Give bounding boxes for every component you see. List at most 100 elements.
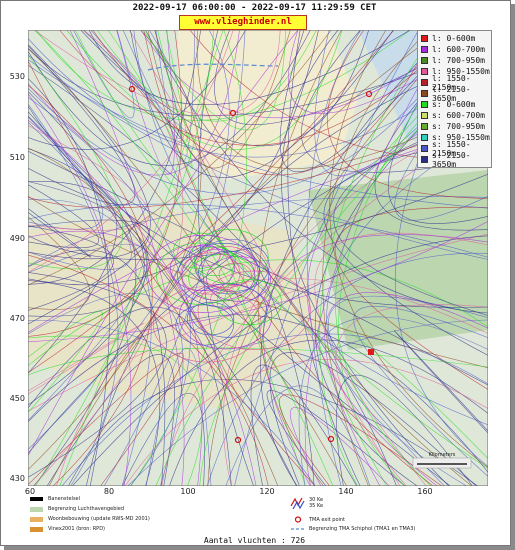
legend-item: l: 1550-2150m: [421, 74, 491, 92]
position-marker: [368, 349, 374, 355]
flight-track: [324, 292, 488, 486]
legend-swatch: [421, 46, 428, 53]
flight-track: [103, 30, 246, 486]
flight-track: [142, 30, 286, 131]
flight-track: [80, 30, 369, 147]
holding-pattern-track: [210, 289, 239, 310]
flight-track: [289, 407, 390, 486]
legend-swatch: [421, 156, 428, 163]
tma-exit-icon: [294, 516, 302, 523]
flight-track: [28, 105, 488, 308]
flight-track: [323, 140, 488, 356]
flight-track: [196, 30, 488, 169]
legend-swatch: [421, 101, 428, 108]
flight-track: [301, 30, 488, 173]
holding-pattern-track: [198, 250, 261, 295]
flight-track: [206, 253, 488, 486]
flight-track: [335, 206, 488, 390]
flight-track: [28, 181, 118, 374]
altitude-legend: l: 0-600m l: 600-700m l: 700-950m l: 950…: [417, 30, 492, 169]
holding-pattern-track: [152, 286, 262, 363]
tma-exit-point: [365, 90, 373, 98]
flight-track: [28, 44, 488, 117]
flight-track: [28, 121, 132, 270]
flight-track: [28, 120, 488, 209]
flight-track: [75, 30, 488, 469]
holding-pattern-track: [170, 245, 235, 291]
flight-track: [92, 30, 436, 176]
flight-track: [28, 233, 488, 412]
flight-track: [28, 230, 203, 486]
x-tick-label: 100: [180, 487, 196, 496]
flight-track: [322, 30, 429, 486]
key-noise-contour: 30 Ke 35 Ke: [290, 496, 323, 510]
flight-track: [28, 148, 137, 486]
holding-pattern-track: [206, 256, 271, 302]
legend-swatch: [421, 145, 428, 152]
flight-track: [28, 60, 316, 486]
flight-track: [88, 30, 411, 105]
legend-item: s: 700-950m: [421, 121, 491, 132]
legend-swatch: [421, 79, 428, 86]
flight-track: [333, 113, 488, 316]
flight-track: [28, 335, 203, 486]
flight-track: [35, 30, 214, 486]
legend-item: l: 0-600m: [421, 33, 491, 44]
flight-track: [28, 64, 397, 486]
flight-track: [28, 311, 103, 413]
flight-track: [28, 48, 347, 486]
y-tick-label: 490: [9, 234, 25, 243]
holding-pattern-track: [181, 249, 255, 301]
flight-track: [28, 147, 279, 486]
flight-track: [96, 30, 317, 122]
flight-count: Aantal vluchten : 726: [203, 536, 306, 545]
flight-track: [28, 272, 167, 478]
legend-item: l: 600-700m: [421, 44, 491, 55]
flight-track: [28, 91, 145, 317]
flight-track: [34, 30, 334, 486]
flight-track: [28, 119, 257, 486]
flight-track: [48, 30, 443, 486]
period-title: 2022-09-17 06:00:00 - 2022-09-17 11:29:5…: [132, 3, 377, 13]
site-banner[interactable]: www.vlieghinder.nl: [179, 15, 307, 30]
flight-track: [28, 347, 488, 376]
tma-exit-point: [327, 435, 335, 443]
flight-track: [28, 208, 91, 258]
flight-track: [234, 30, 419, 486]
flight-track: [133, 30, 488, 426]
flight-track: [28, 54, 123, 270]
flight-track: [66, 30, 343, 150]
south-area: [28, 210, 328, 410]
y-tick-label: 430: [9, 474, 25, 483]
holding-pattern-track: [180, 252, 241, 295]
flight-track: [68, 378, 478, 486]
north-holland-area: [178, 30, 358, 180]
flight-track: [336, 374, 473, 486]
holding-pattern-track: [218, 262, 252, 286]
x-tick-label: 140: [338, 487, 354, 496]
holding-pattern-track: [175, 304, 234, 346]
holding-pattern-track: [194, 239, 270, 292]
flight-track: [28, 78, 110, 486]
legend-item: s: 2150-3650m: [421, 151, 491, 169]
flight-track: [155, 30, 196, 162]
y-tick-label: 450: [9, 394, 25, 403]
flight-track: [28, 30, 473, 195]
tma-exit-point: [234, 436, 242, 444]
flight-track: [263, 234, 488, 486]
flight-track: [314, 232, 488, 486]
flight-track: [28, 103, 119, 486]
flight-track: [169, 339, 488, 486]
legend-item: s: 600-700m: [421, 110, 491, 121]
x-tick-label: 60: [24, 487, 36, 496]
tma-exit-point: [128, 85, 136, 93]
x-tick-label: 80: [103, 487, 115, 496]
legend-swatch: [421, 112, 428, 119]
x-tick-label: 160: [417, 487, 433, 496]
noise-contour-icon: [290, 497, 305, 510]
flight-track: [90, 30, 202, 139]
flight-track: [140, 30, 469, 118]
legend-item: l: 700-950m: [421, 55, 491, 66]
flight-track: [278, 394, 442, 486]
legend-swatch: [421, 68, 428, 75]
